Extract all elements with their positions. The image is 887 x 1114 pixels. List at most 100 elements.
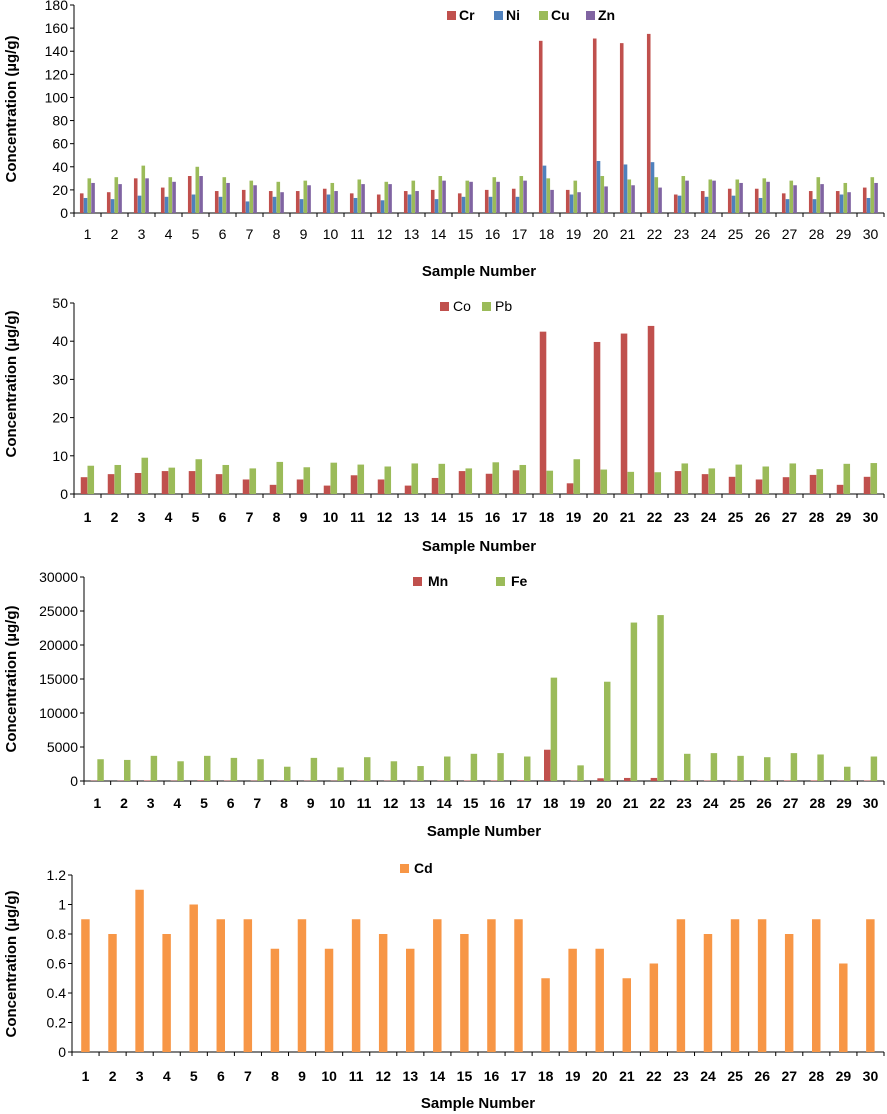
series-cd: [81, 889, 875, 1052]
x-tick-label: 4: [173, 795, 181, 811]
x-tick-label: 28: [809, 509, 825, 525]
x-tick-label: 4: [165, 509, 173, 525]
x-tick-label: 15: [463, 795, 479, 811]
legend-swatch-ni: [494, 11, 503, 20]
bar-ni-18: [542, 165, 547, 213]
bar-fe-17: [524, 756, 531, 781]
x-tick-label: 12: [383, 795, 399, 811]
legend-label-fe: Fe: [511, 573, 528, 589]
bar-cr-19: [565, 189, 570, 213]
bar-zn-28: [820, 184, 824, 213]
x-tick-label: 14: [431, 226, 447, 242]
bar-ni-10: [326, 194, 331, 213]
bar-fe-9: [310, 757, 318, 781]
bar-zn-6: [226, 182, 230, 213]
bar-pb-6: [222, 464, 230, 494]
bar-zn-9: [307, 185, 311, 213]
x-tick-label: 13: [410, 795, 426, 811]
y-tick-label: 20000: [39, 637, 78, 653]
y-tick-label: 1.2: [47, 867, 67, 883]
x-tick-label: 22: [650, 795, 666, 811]
y-tick-label: 5000: [47, 739, 78, 755]
bar-cr-8: [268, 191, 273, 213]
y-tick-label: 80: [52, 113, 68, 129]
x-tick-label: 17: [512, 226, 528, 242]
x-tick-label: 3: [147, 795, 155, 811]
y-axis-title: Concentration (µg/g): [3, 606, 20, 753]
x-tick-label: 24: [701, 509, 717, 525]
bar-zn-27: [793, 185, 797, 213]
bar-co-17: [512, 470, 520, 494]
bar-zn-7: [253, 185, 257, 213]
bar-zn-22: [658, 187, 662, 213]
x-tick-label: 27: [782, 226, 798, 242]
bar-fe-23: [684, 753, 691, 781]
x-tick-label: 3: [138, 226, 146, 242]
bar-cu-28: [816, 177, 821, 213]
series-ni: [83, 161, 871, 213]
bar-pb-7: [249, 468, 257, 494]
x-tick-label: 22: [646, 1068, 662, 1084]
bar-ni-5: [191, 194, 196, 213]
bar-zn-4: [172, 181, 176, 213]
bar-cd-5: [189, 904, 198, 1052]
x-tick-label: 10: [323, 226, 339, 242]
bar-zn-13: [415, 191, 419, 213]
bar-mn-17: [517, 780, 524, 781]
x-tick-label: 6: [219, 226, 227, 242]
bar-pb-12: [384, 466, 392, 494]
bar-pb-24: [708, 468, 716, 494]
x-tick-label: 11: [349, 1068, 364, 1084]
bar-co-30: [863, 476, 871, 494]
bar-cd-2: [108, 934, 117, 1052]
bar-cr-26: [754, 188, 759, 213]
y-tick-label: 0.4: [47, 985, 67, 1001]
bar-fe-11: [364, 757, 371, 781]
bar-ni-12: [380, 200, 385, 213]
bar-pb-28: [816, 469, 824, 494]
bar-cu-23: [681, 176, 686, 213]
bar-cr-6: [214, 191, 219, 213]
bar-co-7: [242, 479, 250, 494]
bar-pb-23: [681, 463, 689, 494]
bar-cd-27: [784, 934, 794, 1052]
x-tick-label: 28: [809, 226, 825, 242]
x-tick-label: 25: [728, 509, 744, 525]
y-axis-title: Concentration (µg/g): [3, 891, 20, 1038]
bar-pb-19: [573, 459, 581, 494]
x-tick-label: 24: [703, 795, 719, 811]
y-tick-label: 30: [52, 371, 68, 387]
bar-ni-25: [731, 195, 736, 213]
bar-cr-21: [619, 43, 624, 214]
bar-pb-10: [330, 462, 338, 494]
bar-cr-28: [808, 191, 813, 213]
bar-co-18: [539, 331, 547, 494]
bar-zn-8: [280, 192, 284, 213]
bar-mn-23: [677, 780, 684, 781]
x-tick-label: 5: [192, 509, 200, 525]
bar-co-16: [485, 473, 493, 494]
bar-co-22: [647, 325, 655, 494]
bar-fe-16: [497, 753, 504, 781]
x-tick-label: 16: [484, 1068, 500, 1084]
x-tick-label: 18: [539, 226, 555, 242]
bar-cr-5: [187, 176, 192, 213]
x-tick-label: 18: [538, 1068, 554, 1084]
legend-swatch-mn: [413, 577, 422, 586]
bar-fe-2: [124, 759, 131, 781]
y-tick-label: 20: [52, 410, 68, 426]
bar-fe-19: [577, 765, 584, 781]
bar-ni-28: [812, 199, 817, 213]
bar-pb-18: [546, 470, 554, 494]
bar-pb-16: [492, 462, 500, 494]
legend-label-zn: Zn: [598, 7, 615, 23]
x-tick-label: 23: [676, 795, 692, 811]
bar-cr-7: [241, 189, 246, 213]
x-tick-label: 5: [190, 1068, 198, 1084]
bar-ni-24: [704, 196, 709, 213]
bar-cu-8: [276, 181, 281, 213]
bar-ni-2: [110, 199, 115, 213]
bar-fe-28: [817, 754, 824, 781]
